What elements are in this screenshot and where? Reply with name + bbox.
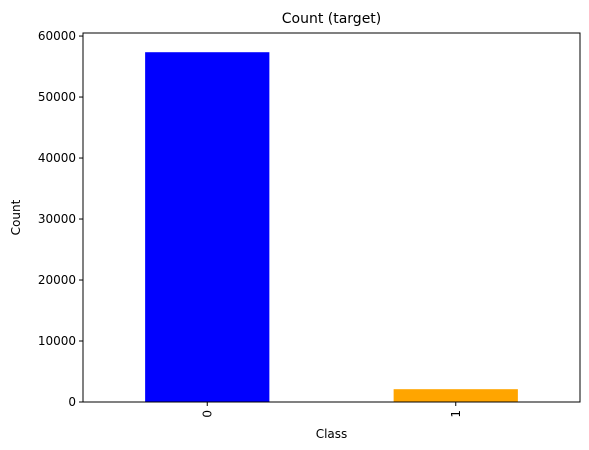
y-tick-label: 60000 — [38, 29, 76, 43]
y-tick-label: 10000 — [38, 334, 76, 348]
y-tick-label: 20000 — [38, 273, 76, 287]
bar-1 — [393, 389, 518, 402]
x-axis-label: Class — [316, 427, 348, 441]
y-axis: 0 10000 20000 30000 40000 50000 60000 — [38, 29, 83, 409]
y-tick-label: 0 — [68, 395, 76, 409]
chart-title: Count (target) — [282, 11, 382, 27]
x-tick-label: 0 — [200, 410, 214, 418]
y-axis-label: Count — [9, 199, 23, 235]
bar-0 — [145, 52, 270, 402]
bars-group — [145, 52, 518, 402]
y-tick-label: 40000 — [38, 151, 76, 165]
plot-area-frame — [82, 32, 581, 403]
y-tick-label: 50000 — [38, 90, 76, 104]
y-tick-label: 30000 — [38, 212, 76, 226]
x-tick-label: 1 — [449, 410, 463, 418]
